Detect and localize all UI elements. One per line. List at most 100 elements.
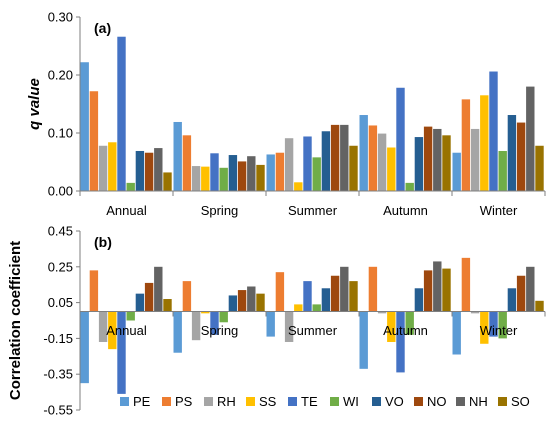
bar-no-winter: [516, 122, 526, 191]
bar-vo-winter: [507, 288, 517, 312]
bar-rh-winter: [470, 128, 480, 191]
bar-vo-annual: [135, 293, 145, 312]
bar-ps-spring: [182, 135, 192, 191]
category-label: Annual: [106, 203, 147, 218]
bar-pe-annual: [80, 311, 89, 384]
bar-no-autumn: [423, 126, 433, 191]
legend-label-te: TE: [301, 394, 318, 409]
bar-pe-spring: [173, 311, 182, 353]
legend-swatch-te: [288, 397, 297, 406]
bar-so-summer: [349, 145, 358, 191]
bar-wi-autumn: [405, 311, 414, 335]
bar-wi-winter: [498, 311, 507, 339]
bar-pe-annual: [80, 62, 89, 191]
bar-rh-autumn: [377, 311, 387, 314]
bar-vo-winter: [507, 115, 517, 191]
y-tick-label: 0.00: [48, 184, 73, 199]
bar-nh-autumn: [433, 128, 442, 191]
legend-label-rh: RH: [217, 394, 236, 409]
bar-nh-summer: [340, 266, 349, 312]
legend-label-ss: SS: [259, 394, 277, 409]
bar-ss-spring: [201, 166, 210, 191]
bar-ps-winter: [461, 99, 471, 191]
bar-so-autumn: [442, 135, 451, 191]
bar-so-spring: [256, 293, 265, 312]
bar-rh-annual: [98, 145, 108, 191]
bar-wi-winter: [498, 150, 507, 191]
bar-rh-spring: [191, 166, 201, 191]
y-tick-label: -0.55: [43, 403, 73, 418]
bar-ss-spring: [201, 311, 210, 314]
bar-nh-autumn: [433, 261, 442, 312]
bar-vo-autumn: [414, 288, 424, 312]
bar-so-annual: [163, 299, 172, 312]
y-tick-label: 0.25: [48, 259, 73, 274]
bar-so-autumn: [442, 268, 451, 312]
y-tick-label: 0.20: [48, 68, 73, 83]
y-tick-label: -0.15: [43, 331, 73, 346]
bar-wi-summer: [312, 157, 321, 191]
legend-label-no: NO: [427, 394, 447, 409]
bar-ss-annual: [108, 311, 117, 350]
category-label: Spring: [201, 323, 239, 338]
legend-swatch-no: [414, 397, 423, 406]
bar-ss-summer: [294, 304, 303, 312]
bar-nh-annual: [154, 266, 163, 312]
bar-rh-summer: [284, 138, 294, 191]
bar-no-summer: [330, 275, 340, 312]
bar-pe-summer: [266, 154, 275, 191]
bar-so-winter: [535, 145, 544, 191]
panel-a-q-value-chart: 0.00 0.10 0.20 0.30 Annual Spring Summer Autumn…: [26, 10, 546, 218]
category-label: Spring: [201, 203, 239, 218]
y-tick-label: 0.45: [48, 224, 73, 239]
bar-vo-autumn: [414, 137, 424, 191]
bar-ps-winter: [461, 257, 471, 312]
bar-ss-autumn: [387, 311, 396, 342]
legend-swatch-ps: [162, 397, 171, 406]
bar-ss-autumn: [387, 147, 396, 191]
bar-rh-spring: [191, 311, 201, 341]
bar-wi-annual: [126, 311, 135, 321]
legend-swatch-wi: [330, 397, 339, 406]
legend-swatch-rh: [204, 397, 213, 406]
bar-nh-winter: [526, 266, 535, 312]
bar-rh-summer: [284, 311, 294, 342]
y-tick-label: -0.35: [43, 367, 73, 382]
legend-swatch-nh: [456, 397, 465, 406]
bar-rh-annual: [98, 311, 108, 342]
bar-ss-summer: [294, 182, 303, 191]
bar-ps-annual: [89, 91, 99, 191]
bar-no-annual: [144, 282, 154, 312]
bar-vo-spring: [228, 155, 238, 191]
bar-ss-winter: [480, 95, 489, 191]
legend-label-ps: PS: [175, 394, 193, 409]
y-axis-title: Correlation coefficient: [7, 241, 24, 400]
category-label: Winter: [480, 323, 518, 338]
bar-wi-autumn: [405, 182, 414, 191]
bar-rh-winter: [470, 311, 480, 314]
legend-label-vo: VO: [385, 394, 404, 409]
category-label: Autumn: [383, 323, 428, 338]
bar-te-spring: [210, 311, 219, 335]
bar-ps-annual: [89, 270, 99, 312]
legend-swatch-pe: [120, 397, 129, 406]
bar-te-annual: [117, 311, 126, 394]
category-label: Summer: [288, 203, 338, 218]
bar-nh-annual: [154, 148, 163, 191]
bar-so-summer: [349, 281, 358, 312]
bar-pe-summer: [266, 311, 275, 337]
bar-no-winter: [516, 275, 526, 312]
bar-no-summer: [330, 124, 340, 191]
bar-so-annual: [163, 172, 172, 191]
panel-label: (b): [94, 234, 112, 250]
bar-pe-winter: [452, 152, 461, 191]
legend-label-wi: WI: [343, 394, 359, 409]
bar-ps-spring: [182, 281, 192, 312]
bar-so-spring: [256, 164, 265, 191]
bar-no-spring: [237, 290, 247, 312]
bar-rh-autumn: [377, 133, 387, 191]
bar-no-annual: [144, 152, 154, 191]
category-label: Annual: [106, 323, 147, 338]
bar-so-winter: [535, 300, 544, 312]
